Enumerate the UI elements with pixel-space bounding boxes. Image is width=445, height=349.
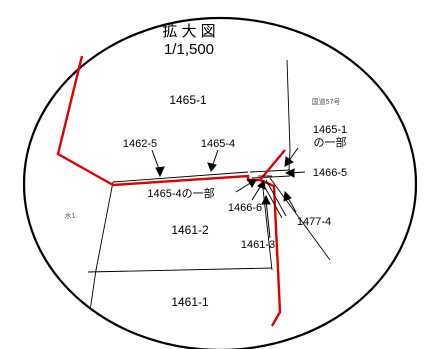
lot-label-1461-1: 1461-1 <box>171 295 209 309</box>
callout-1462-5: 1462-5 <box>123 138 157 150</box>
parcel-line-1465-4-strip <box>112 171 249 183</box>
lot-label-1465-1: 1465-1 <box>169 93 207 107</box>
callout-1465-4-part: 1465-4の一部 <box>147 186 214 200</box>
map-scale: 1/1,500 <box>164 41 214 58</box>
double-line-junction-3 <box>265 179 287 217</box>
arrowhead-1466-5 <box>284 168 295 178</box>
callout-1466-6: 1466-6 <box>228 202 262 214</box>
water-label: 水1 <box>65 211 76 220</box>
lot-label-1461-2: 1461-2 <box>171 223 209 237</box>
callout-1477-4: 1477-4 <box>297 216 331 228</box>
leader-1465-4-part <box>235 181 253 193</box>
map-title: 拡 大 図 <box>162 23 215 40</box>
callout-leaders <box>151 147 306 239</box>
arrowhead-1461-3 <box>261 194 271 205</box>
parcel-line-road-edge <box>249 169 291 173</box>
callout-1465-4: 1465-4 <box>201 138 235 150</box>
parcel-line-right-inner <box>261 179 273 271</box>
arrowhead-1465-4 <box>207 162 217 172</box>
arrowhead-1462-5 <box>155 166 165 178</box>
red-boundary-right <box>259 178 282 327</box>
callout-1461-3: 1461-3 <box>241 239 275 251</box>
road-label: 国道57号 <box>312 97 341 106</box>
arrowhead-1466-6 <box>257 180 266 190</box>
parcel-line-1461-split <box>87 267 273 273</box>
red-boundary-upper-left <box>56 55 114 187</box>
arrowhead-1465-1-part <box>284 156 294 167</box>
callout-1465-1-line1: 1465-1 <box>313 124 347 136</box>
leader-1461-3 <box>265 199 271 239</box>
parcel-line-right-outer <box>269 177 331 261</box>
arrowhead-1465-4-part <box>247 179 257 189</box>
callout-1465-1-line2: の一部 <box>314 135 347 149</box>
map-circle-frame <box>22 16 418 349</box>
arrowhead-1477-4 <box>283 190 292 202</box>
callout-1466-5: 1466-5 <box>313 167 347 179</box>
road-boundary-line <box>286 59 291 171</box>
parcel-line-road-edge-2 <box>251 175 291 179</box>
